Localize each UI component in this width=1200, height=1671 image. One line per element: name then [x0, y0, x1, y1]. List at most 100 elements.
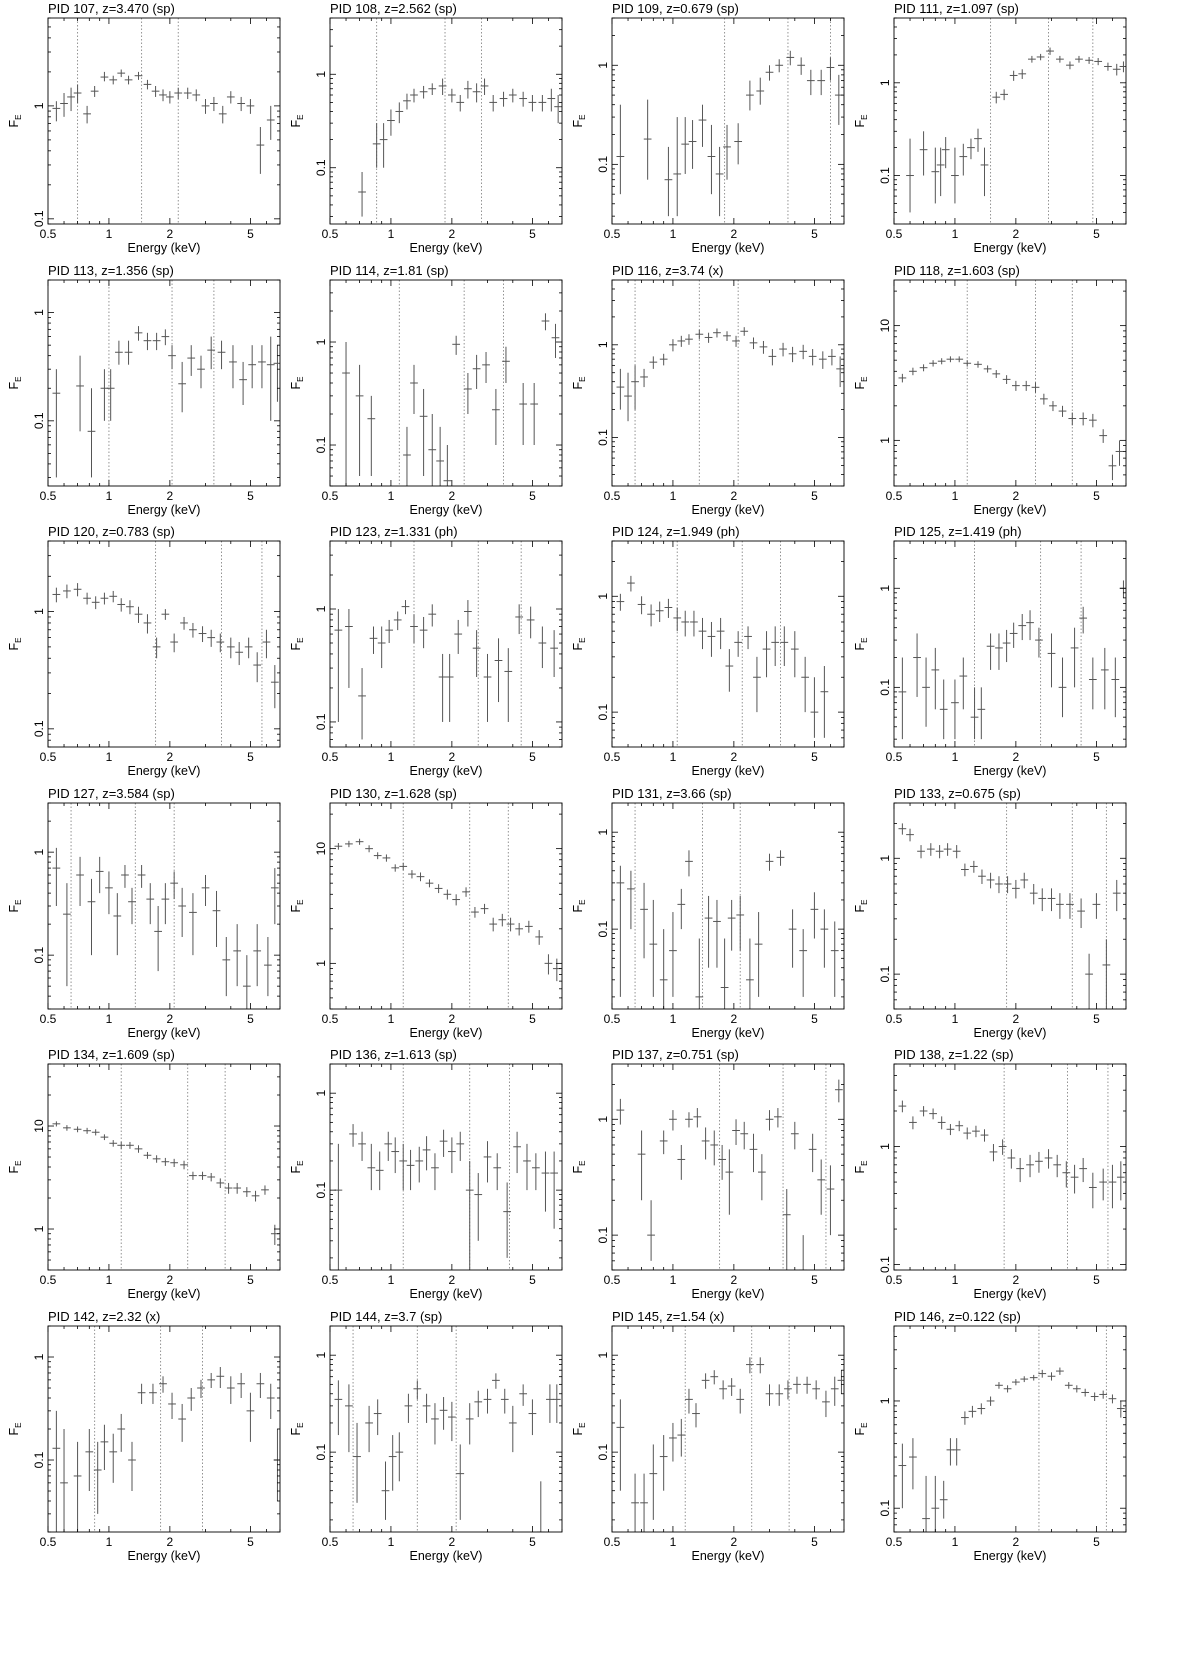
data-point [998, 1139, 1007, 1155]
y-axis-label: FE [289, 638, 305, 651]
x-tick-label: 1 [106, 1535, 113, 1549]
data-point [806, 69, 815, 96]
data-point [73, 1126, 82, 1133]
data-point [710, 1369, 719, 1384]
data-point [685, 333, 693, 345]
data-point [929, 1108, 937, 1120]
data-point [547, 88, 556, 112]
data-point [434, 883, 443, 893]
data-point [270, 665, 279, 709]
data-point [898, 657, 907, 740]
data-point [198, 626, 207, 643]
data-point [995, 1381, 1003, 1389]
data-point [73, 583, 82, 597]
x-tick-label: 5 [247, 227, 254, 241]
data-point [419, 616, 428, 649]
data-point [464, 600, 472, 627]
data-point [334, 842, 343, 850]
data-point [1020, 872, 1029, 888]
x-axis-label: Energy (keV) [128, 1026, 201, 1040]
data-point [499, 91, 508, 107]
data-point [52, 1410, 61, 1532]
data-point [456, 95, 465, 112]
data-point [52, 587, 61, 603]
data-point [974, 360, 982, 368]
data-point [408, 869, 416, 878]
data-point [349, 1124, 357, 1147]
data-point [1066, 61, 1074, 70]
x-axis-label: Energy (keV) [128, 241, 201, 255]
data-point [919, 1106, 928, 1117]
data-point [952, 1437, 961, 1466]
x-tick-label: 1 [952, 489, 959, 503]
x-tick-label: 1 [670, 1012, 677, 1026]
x-tick-label: 5 [1093, 1535, 1100, 1549]
data-point [826, 1165, 835, 1236]
x-tick-label: 5 [811, 489, 818, 503]
data-point [105, 870, 113, 914]
data-point [704, 895, 713, 968]
plot-frame [893, 279, 1127, 486]
data-point [820, 908, 829, 968]
data-point [472, 630, 481, 677]
data-point [242, 1187, 251, 1197]
data-point [256, 1372, 265, 1398]
data-point [1047, 633, 1056, 688]
plot-area [342, 279, 560, 486]
panel-title: PID 146, z=0.122 (sp) [894, 1309, 1021, 1324]
x-tick-label: 1 [388, 750, 395, 764]
data-point [76, 856, 84, 906]
y-tick-label: 0.1 [596, 156, 610, 173]
data-point [746, 938, 754, 1009]
data-point [1056, 55, 1064, 63]
data-point [784, 1379, 792, 1399]
x-tick-label: 5 [811, 1273, 818, 1287]
data-point [261, 1185, 269, 1195]
y-axis-label: FE [853, 1161, 869, 1174]
data-point [707, 621, 716, 657]
data-point [659, 1130, 668, 1155]
spectrum-panel: PID 142, z=2.32 (x) 0.5 1 2 5 Energy (keV) 0.1… [7, 1309, 281, 1563]
spectrum-panel: PID 138, z=1.22 (sp) 0.5 1 2 5 Energy (keV) 0.… [853, 1047, 1127, 1301]
data-point [716, 617, 725, 650]
y-axis-label: FE [7, 899, 23, 912]
data-point [550, 1151, 558, 1229]
data-point [239, 361, 247, 405]
data-point [266, 105, 275, 140]
data-point [1088, 413, 1097, 427]
spectrum-panel: PID 144, z=3.7 (sp) 0.5 1 2 5 Energy (keV) 0.1… [289, 1309, 563, 1563]
x-tick-label: 0.5 [886, 1535, 903, 1549]
data-point [817, 69, 826, 96]
data-point [178, 887, 187, 937]
data-point [995, 633, 1003, 670]
y-tick-label: 0.1 [314, 1443, 328, 1460]
plot-frame [329, 802, 563, 1009]
y-axis-label: FE [571, 1422, 587, 1435]
data-point [73, 84, 82, 104]
data-point [780, 626, 789, 667]
data-point [126, 600, 134, 615]
data-point [759, 340, 768, 354]
panel-title: PID 123, z=1.331 (ph) [330, 524, 458, 539]
x-tick-label: 0.5 [40, 1012, 57, 1026]
data-point [345, 1383, 353, 1452]
panel-title: PID 116, z=3.74 (x) [612, 263, 723, 278]
data-point [677, 1418, 686, 1457]
data-point [740, 326, 749, 336]
data-point [377, 626, 386, 669]
x-axis-label: Energy (keV) [128, 1287, 201, 1301]
data-point [931, 147, 940, 204]
data-point [237, 96, 246, 112]
data-point [500, 1388, 509, 1414]
data-point [246, 1392, 255, 1442]
data-point [159, 1375, 167, 1393]
data-point [961, 863, 969, 876]
data-point [159, 89, 167, 102]
data-point [969, 860, 978, 873]
y-tick-label: 1 [32, 848, 46, 855]
x-tick-label: 1 [388, 227, 395, 241]
spectrum-panel: PID 134, z=1.609 (sp) 0.5 1 2 5 Energy (keV) 1… [7, 1047, 281, 1301]
data-point [977, 687, 986, 740]
plot-area [898, 279, 1124, 486]
x-tick-label: 0.5 [322, 1535, 339, 1549]
